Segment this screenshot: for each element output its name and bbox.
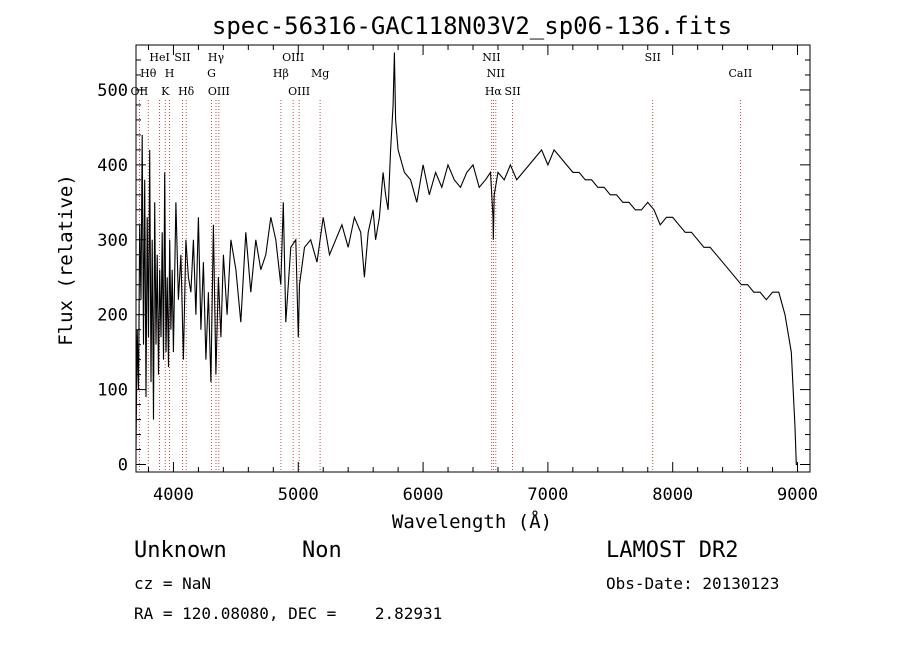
object-class: Unknown: [134, 538, 227, 563]
x-tick-label: 5000: [278, 485, 319, 505]
obs-date-label: Obs-Date: 20130123: [606, 574, 780, 593]
y-tick-label: 100: [97, 381, 128, 401]
spectral-line-label: Hδ: [178, 85, 195, 98]
object-subclass: Non: [302, 538, 342, 563]
spectral-line-label: SII: [174, 51, 190, 64]
coordinates-label: RA = 120.08080, DEC = 2.82931: [134, 604, 443, 623]
spectral-line-label: Hθ: [140, 67, 157, 80]
survey-label: LAMOST DR2: [606, 538, 739, 563]
spectral-line-label: SII: [504, 85, 520, 98]
x-axis: 4000 5000 6000 7000 8000 9000: [147, 45, 818, 505]
x-tick-label: 6000: [403, 485, 444, 505]
y-tick-label: 300: [97, 231, 128, 251]
spectral-line-label: NII: [482, 51, 500, 64]
spectral-line-label: H: [165, 67, 175, 80]
chart-title: spec-56316-GAC118N03V2_sp06-136.fits: [212, 12, 732, 40]
y-axis: 0 100 200 300 400 500: [97, 59, 810, 476]
y-tick-label: 200: [97, 306, 128, 326]
spectral-line-label: Hα: [485, 85, 503, 98]
spectral-line-label: CaII: [729, 67, 753, 80]
x-tick-label: 9000: [777, 485, 818, 505]
spectrum-series-line: [135, 52, 798, 466]
spectral-line-label: SII: [645, 51, 661, 64]
spectral-line-label: HeI: [149, 51, 169, 64]
x-tick-label: 7000: [527, 485, 568, 505]
y-tick-label: 0: [118, 456, 128, 476]
y-tick-label: 400: [97, 156, 128, 176]
spectral-line-label: OIII: [208, 85, 230, 98]
x-tick-label: 4000: [153, 485, 194, 505]
y-tick-label: 500: [97, 81, 128, 101]
spectral-line-label: OIII: [288, 85, 310, 98]
plot-frame: [135, 44, 811, 473]
spectral-line-label: Mg: [311, 67, 329, 80]
x-tick-label: 8000: [652, 485, 693, 505]
spectral-line-label: OIII: [282, 51, 304, 64]
spectral-line-label: Hγ: [208, 51, 225, 64]
x-axis-label: Wavelength (Å): [392, 510, 552, 533]
y-axis-label: Flux (relative): [55, 174, 77, 346]
spectral-line-label: K: [161, 85, 170, 98]
spectral-line-label: Hβ: [273, 67, 289, 80]
spectral-line-label: OII: [131, 85, 149, 98]
redshift-label: cz = NaN: [134, 574, 212, 593]
spectral-line-label: NII: [487, 67, 505, 80]
spectral-line-label: G: [207, 67, 216, 80]
